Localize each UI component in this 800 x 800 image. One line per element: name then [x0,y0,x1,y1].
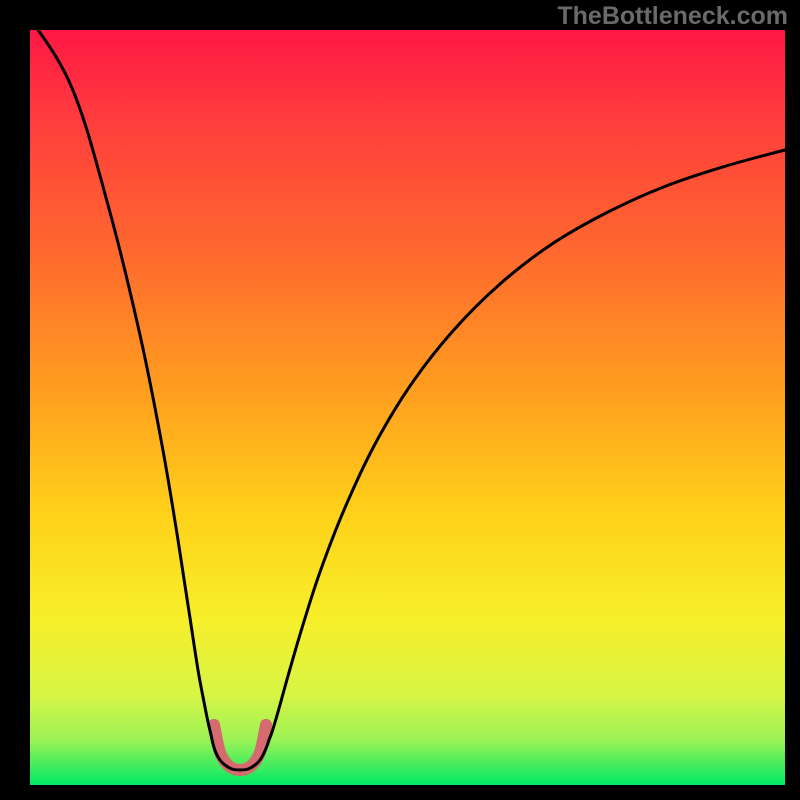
highlight-marker-dot-right [260,719,272,731]
bottleneck-curve [30,18,785,770]
chart-container: TheBottleneck.com [0,0,800,800]
curve-layer [30,30,785,785]
plot-area [30,30,785,785]
watermark-text: TheBottleneck.com [557,2,788,31]
